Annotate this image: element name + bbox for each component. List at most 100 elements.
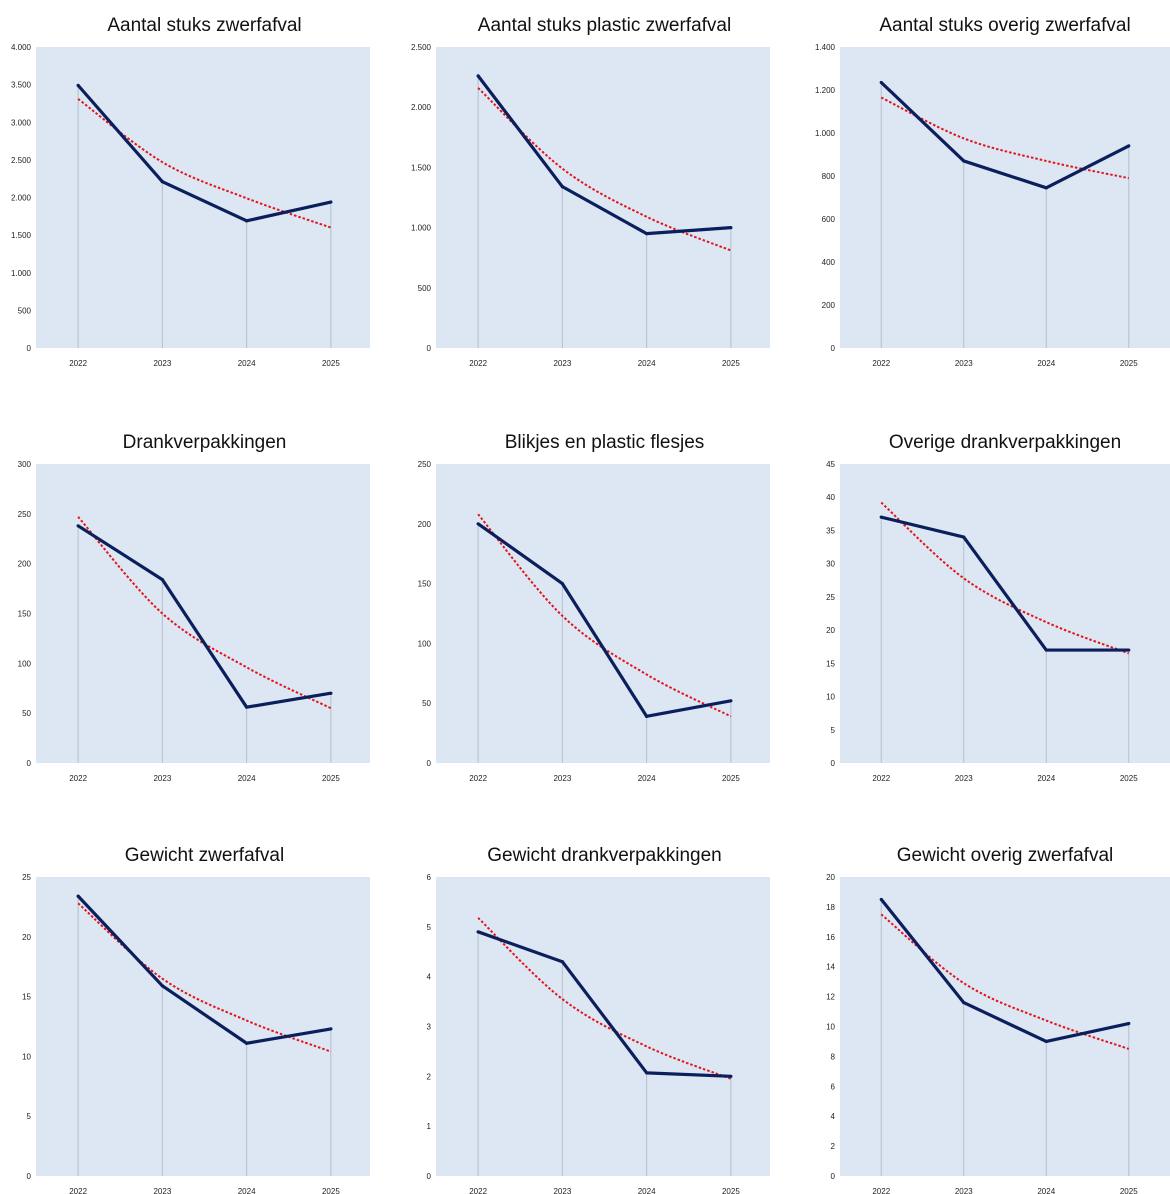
data-point [962, 535, 966, 539]
data-point [160, 180, 164, 184]
y-tick-label: 2 [427, 1072, 432, 1081]
y-tick-label: 50 [22, 709, 31, 718]
data-point [476, 74, 480, 78]
x-tick-label: 2024 [238, 359, 256, 366]
chart-title: Gewicht zwerfafval [125, 845, 284, 866]
data-point [879, 515, 883, 519]
data-point [476, 522, 480, 526]
y-tick-label: 0 [831, 1172, 836, 1181]
x-tick-label: 2023 [153, 1187, 171, 1194]
chart-3: Aantal stuks overig zwerfafval 0 200 400 600… [815, 15, 1170, 366]
x-tick-label: 2025 [322, 774, 340, 781]
data-point [560, 185, 564, 189]
x-tick-label: 2022 [872, 774, 890, 781]
chart-5: Blikjes en plastic flesjes 0 50 100 150 200 25… [418, 432, 770, 781]
x-tick-label: 2025 [1120, 1187, 1138, 1194]
series-line [77, 524, 332, 709]
series-line [477, 930, 731, 1078]
chart-2: Aantal stuks plastic zwerfafval 0 500 1.000… [411, 15, 770, 366]
data-point [329, 1027, 333, 1031]
chart-title: Gewicht drankverpakkingen [487, 845, 721, 866]
y-tick-label: 0 [27, 759, 32, 768]
x-tick-label: 2025 [322, 359, 340, 366]
chart-title: Aantal stuks overig zwerfafval [879, 15, 1130, 36]
data-point [245, 1041, 249, 1045]
y-tick-label: 5 [427, 923, 432, 932]
y-tick-label: 10 [22, 1052, 31, 1061]
chart-4: Drankverpakkingen 0 50 100 150 200 250 300 2022 2… [18, 432, 370, 781]
data-point [645, 232, 649, 236]
x-tick-label: 2022 [872, 1187, 890, 1194]
y-tick-label: 2.500 [411, 43, 432, 52]
y-tick-label: 20 [826, 873, 835, 882]
y-tick-label: 4.000 [11, 43, 32, 52]
series-line [477, 522, 732, 718]
y-tick-label: 0 [831, 344, 836, 353]
x-tick-label: 2025 [1120, 359, 1138, 366]
trend-line [77, 516, 332, 710]
chart-1: Aantal stuks zwerfafval 0 500 1.000 1.500 2.0… [11, 15, 370, 366]
y-tick-label: 250 [418, 460, 432, 469]
y-tick-label: 0 [427, 344, 432, 353]
y-tick-label: 0 [427, 759, 432, 768]
plot-area [840, 464, 1170, 763]
y-tick-label: 150 [418, 580, 432, 589]
data-point [1127, 648, 1131, 652]
x-tick-label: 2022 [69, 774, 87, 781]
x-tick-label: 2023 [553, 359, 571, 366]
series-line [880, 515, 1129, 652]
x-tick-label: 2024 [1037, 359, 1055, 366]
series-line [76, 84, 332, 223]
plot-area [36, 464, 370, 763]
data-point [1044, 1039, 1048, 1044]
x-tick-label: 2023 [955, 774, 973, 781]
trend-line [77, 902, 332, 1053]
plot-area [36, 877, 370, 1176]
y-tick-label: 1 [427, 1122, 432, 1131]
data-point [1127, 1021, 1131, 1026]
y-tick-label: 18 [826, 903, 835, 912]
series-line [76, 895, 332, 1045]
x-tick-label: 2024 [638, 1187, 656, 1194]
plot-area [436, 464, 770, 763]
data-point [1127, 144, 1131, 148]
data-point [245, 705, 249, 709]
y-tick-label: 0 [27, 344, 32, 353]
series-line [880, 81, 1130, 190]
data-point [1044, 648, 1048, 652]
data-point [329, 691, 333, 695]
y-tick-label: 800 [822, 172, 836, 181]
y-tick-label: 2.000 [11, 194, 32, 203]
y-tick-label: 400 [822, 258, 836, 267]
x-tick-label: 2023 [153, 359, 171, 366]
data-point [76, 524, 80, 528]
plot-area [436, 877, 770, 1176]
y-tick-label: 3.000 [11, 118, 32, 127]
x-tick-label: 2023 [153, 774, 171, 781]
y-tick-label: 8 [831, 1052, 836, 1061]
y-tick-label: 5 [831, 726, 836, 735]
y-tick-label: 1.000 [815, 129, 836, 138]
y-tick-label: 40 [826, 493, 835, 502]
x-tick-label: 2022 [469, 774, 487, 781]
x-tick-label: 2025 [722, 1187, 740, 1194]
y-tick-label: 1.000 [411, 224, 432, 233]
chart-8: Gewicht drankverpakkingen 0 1 2 3 4 5 6 2022 2023… [427, 845, 770, 1194]
chart-title: Aantal stuks zwerfafval [107, 15, 301, 36]
y-tick-label: 2.000 [411, 103, 432, 112]
data-point [560, 582, 564, 586]
chart-9: Gewicht overig zwerfafval 0 2 4 6 8 10 12 14 16 18… [826, 845, 1170, 1194]
y-tick-label: 20 [22, 933, 31, 942]
x-tick-label: 2022 [69, 1187, 87, 1194]
y-tick-label: 15 [826, 659, 835, 668]
data-point [729, 226, 733, 230]
trend-line [880, 913, 1130, 1050]
y-tick-label: 200 [18, 560, 32, 569]
x-tick-label: 2024 [638, 359, 656, 366]
data-point [879, 897, 883, 902]
data-point [245, 219, 249, 223]
y-tick-label: 3 [427, 1023, 432, 1032]
x-tick-label: 2024 [1037, 1187, 1055, 1194]
chart-title: Aantal stuks plastic zwerfafval [478, 15, 731, 36]
y-tick-label: 14 [826, 963, 835, 972]
